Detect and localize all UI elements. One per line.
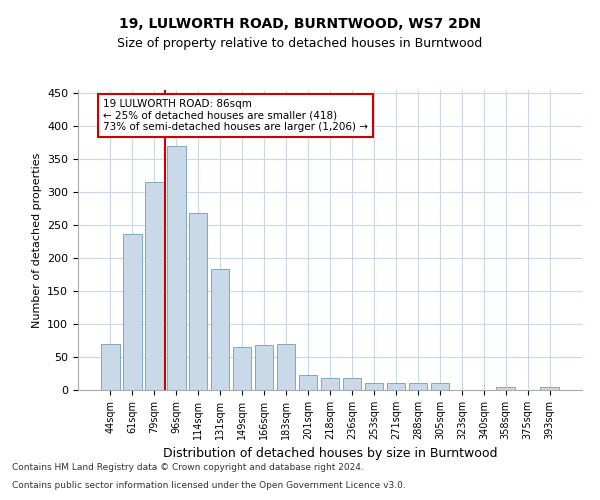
Bar	[189, 214, 208, 390]
Bar	[233, 347, 251, 390]
Bar	[255, 345, 274, 390]
Text: Contains HM Land Registry data © Crown copyright and database right 2024.: Contains HM Land Registry data © Crown c…	[12, 464, 364, 472]
Bar	[123, 234, 142, 390]
Text: 19, LULWORTH ROAD, BURNTWOOD, WS7 2DN: 19, LULWORTH ROAD, BURNTWOOD, WS7 2DN	[119, 18, 481, 32]
X-axis label: Distribution of detached houses by size in Burntwood: Distribution of detached houses by size …	[163, 448, 497, 460]
Bar	[496, 388, 515, 390]
Bar	[101, 344, 119, 390]
Bar	[277, 344, 295, 390]
Text: Contains public sector information licensed under the Open Government Licence v3: Contains public sector information licen…	[12, 481, 406, 490]
Text: Size of property relative to detached houses in Burntwood: Size of property relative to detached ho…	[118, 38, 482, 51]
Y-axis label: Number of detached properties: Number of detached properties	[32, 152, 41, 328]
Bar	[299, 376, 317, 390]
Bar	[320, 378, 340, 390]
Bar	[541, 388, 559, 390]
Bar	[365, 384, 383, 390]
Bar	[167, 146, 185, 390]
Text: 19 LULWORTH ROAD: 86sqm
← 25% of detached houses are smaller (418)
73% of semi-d: 19 LULWORTH ROAD: 86sqm ← 25% of detache…	[103, 99, 368, 132]
Bar	[211, 270, 229, 390]
Bar	[431, 384, 449, 390]
Bar	[343, 378, 361, 390]
Bar	[386, 384, 405, 390]
Bar	[409, 384, 427, 390]
Bar	[145, 182, 164, 390]
